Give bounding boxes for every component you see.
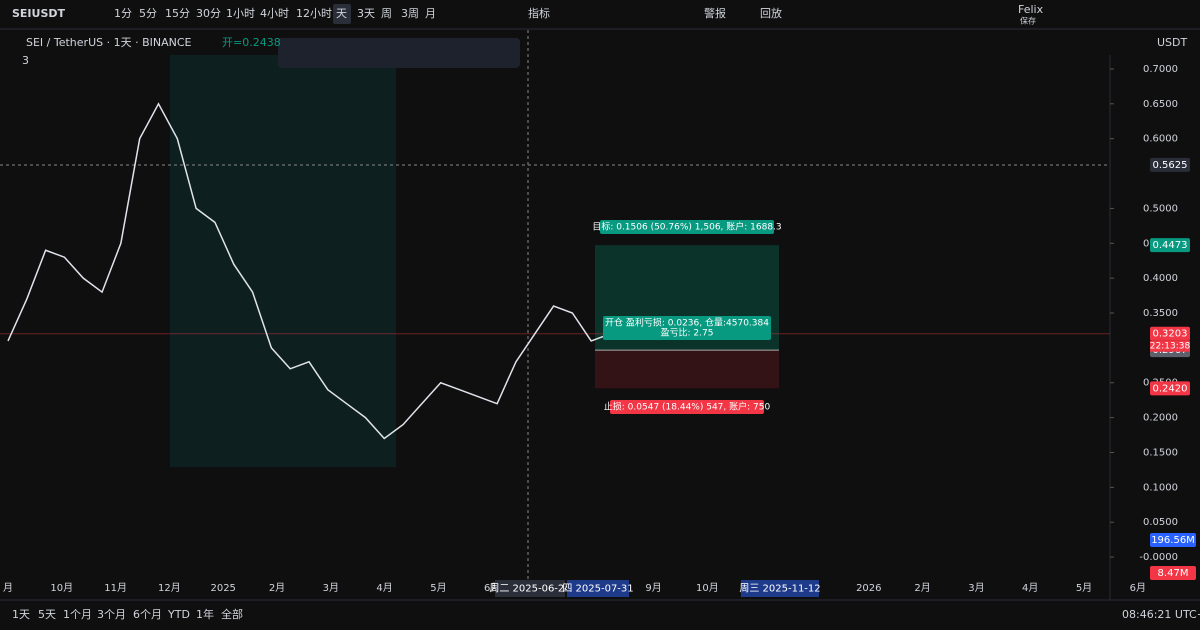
user[interactable]: Felix bbox=[1018, 3, 1044, 16]
x-tick-label: 10月 bbox=[50, 582, 73, 594]
interval[interactable]: 周 bbox=[381, 7, 392, 20]
y-tick-label: 0.5000 bbox=[1143, 203, 1178, 214]
price-tag bbox=[1150, 157, 1190, 172]
range-shade bbox=[170, 55, 396, 467]
replay[interactable]: 回放 bbox=[760, 6, 782, 20]
x-tick-label: 2025 bbox=[210, 583, 235, 594]
y-tick-label: 0.1000 bbox=[1143, 482, 1178, 493]
x-tick-label: 2月 bbox=[269, 582, 285, 594]
x-tick-label: 3月 bbox=[968, 582, 984, 594]
price-tag-label: 0.2420 bbox=[1153, 383, 1188, 394]
drawing-toolbar[interactable] bbox=[278, 38, 520, 68]
x-tick-label: 9月 bbox=[645, 582, 661, 594]
y-tick-label: 0.6500 bbox=[1143, 99, 1178, 110]
x-tick-label: 12月 bbox=[158, 582, 181, 594]
volume-tag bbox=[1150, 566, 1196, 580]
date-tag-label: 周三 2025-11-12 bbox=[739, 583, 820, 595]
entry-label-bg bbox=[603, 316, 771, 340]
interval[interactable]: 5分 bbox=[139, 7, 157, 20]
interval[interactable]: 3周 bbox=[401, 7, 419, 20]
stop-label-bg bbox=[610, 400, 764, 414]
range-button[interactable]: 全部 bbox=[221, 607, 243, 621]
volume-tag-label: 8.47M bbox=[1158, 568, 1189, 579]
x-tick-label: 4月 bbox=[1022, 582, 1038, 594]
range-button[interactable]: 1个月 bbox=[63, 608, 92, 621]
legend-open: 开=0.2438 bbox=[222, 36, 281, 49]
interval[interactable]: 天 bbox=[336, 7, 347, 20]
x-tick-label: 11月 bbox=[104, 582, 127, 594]
y-tick-label: 0.7000 bbox=[1143, 64, 1178, 75]
interval[interactable]: 4小时 bbox=[260, 7, 289, 20]
y-tick-label: 0.0500 bbox=[1143, 517, 1178, 528]
price-tag-label: 0.3203 bbox=[1153, 329, 1188, 340]
interval[interactable]: 3天 bbox=[357, 7, 375, 20]
x-tick-label: 6月 bbox=[1130, 582, 1146, 594]
indicators[interactable]: 指标 bbox=[528, 6, 550, 20]
entry-label: 开仓 盈利亏损: 0.0236, 仓量:4570.384 bbox=[605, 317, 769, 329]
target-label: 目标: 0.1506 (50.76%) 1,506, 账户: 1688.3 bbox=[592, 221, 781, 233]
x-tick-label: 月 bbox=[3, 582, 13, 594]
active-interval bbox=[333, 4, 351, 24]
interval[interactable]: 1分 bbox=[114, 7, 132, 20]
range-button[interactable]: 1天 bbox=[12, 608, 30, 621]
range-button[interactable]: YTD bbox=[167, 608, 190, 621]
countdown: 22:13:38 bbox=[1150, 342, 1191, 352]
date-tag-label: 四 2025-07-31 bbox=[562, 584, 633, 595]
price-line bbox=[7, 102, 611, 440]
x-tick-label: 5月 bbox=[1076, 582, 1092, 594]
price-tag bbox=[1150, 326, 1190, 341]
interval[interactable]: 15分 bbox=[165, 7, 190, 20]
y-tick-label: 0.3500 bbox=[1143, 308, 1178, 319]
range-button[interactable]: 1年 bbox=[196, 607, 214, 621]
y-tick-label: 0.1500 bbox=[1143, 447, 1178, 458]
clock: 08:46:21 UTC+7 bbox=[1122, 608, 1200, 621]
currency[interactable]: USDT bbox=[1157, 36, 1188, 49]
price-tag bbox=[1150, 381, 1190, 396]
y-tick-label: -0.0000 bbox=[1139, 552, 1178, 563]
x-tick-label: 2月 bbox=[914, 582, 930, 594]
y-tick-label: 0.6000 bbox=[1143, 134, 1178, 145]
stop-zone bbox=[595, 350, 779, 389]
interval[interactable]: 月 bbox=[425, 7, 436, 20]
price-tag bbox=[1150, 238, 1190, 253]
range-button[interactable]: 5天 bbox=[38, 608, 56, 621]
x-tick-label: 5月 bbox=[430, 582, 446, 594]
y-tick-label: 0.2000 bbox=[1143, 413, 1178, 424]
x-tick-label: 2026 bbox=[856, 583, 881, 594]
interval[interactable]: 12小时 bbox=[296, 7, 332, 20]
interval[interactable]: 30分 bbox=[196, 7, 221, 20]
interval[interactable]: 1小时 bbox=[226, 7, 255, 20]
stop-label: 止损: 0.0547 (18.44%) 547, 账户: 750 bbox=[604, 401, 771, 413]
date-tag-label: 周二 2025-06-24 bbox=[489, 583, 570, 595]
countdown-bg bbox=[1150, 340, 1190, 352]
x-tick-label: 3月 bbox=[323, 582, 339, 594]
x-tick-label: 4月 bbox=[376, 582, 392, 594]
volume-tag-label: 196.56M bbox=[1151, 535, 1195, 546]
y-tick-label: 0.4000 bbox=[1143, 273, 1178, 284]
legend-title: SEI / TetherUS · 1天 · BINANCE bbox=[26, 36, 192, 49]
range-button[interactable]: 6个月 bbox=[133, 608, 162, 621]
save[interactable]: 保存 bbox=[1020, 16, 1036, 26]
target-label-bg bbox=[600, 220, 774, 234]
price-tag-label: 0.4473 bbox=[1153, 240, 1188, 251]
symbol[interactable]: SEIUSDT bbox=[12, 7, 66, 20]
volume-tag bbox=[1150, 533, 1196, 547]
indicator-count[interactable]: 3 bbox=[22, 54, 29, 67]
ratio-label: 盈亏比: 2.75 bbox=[661, 327, 714, 339]
date-tag bbox=[495, 580, 565, 597]
date-tag bbox=[741, 580, 819, 597]
alert[interactable]: 警报 bbox=[704, 6, 726, 20]
price-tag-label: 0.5625 bbox=[1153, 160, 1188, 171]
x-tick-label: 10月 bbox=[696, 582, 719, 594]
date-tag bbox=[567, 580, 629, 597]
range-button[interactable]: 3个月 bbox=[97, 608, 126, 621]
